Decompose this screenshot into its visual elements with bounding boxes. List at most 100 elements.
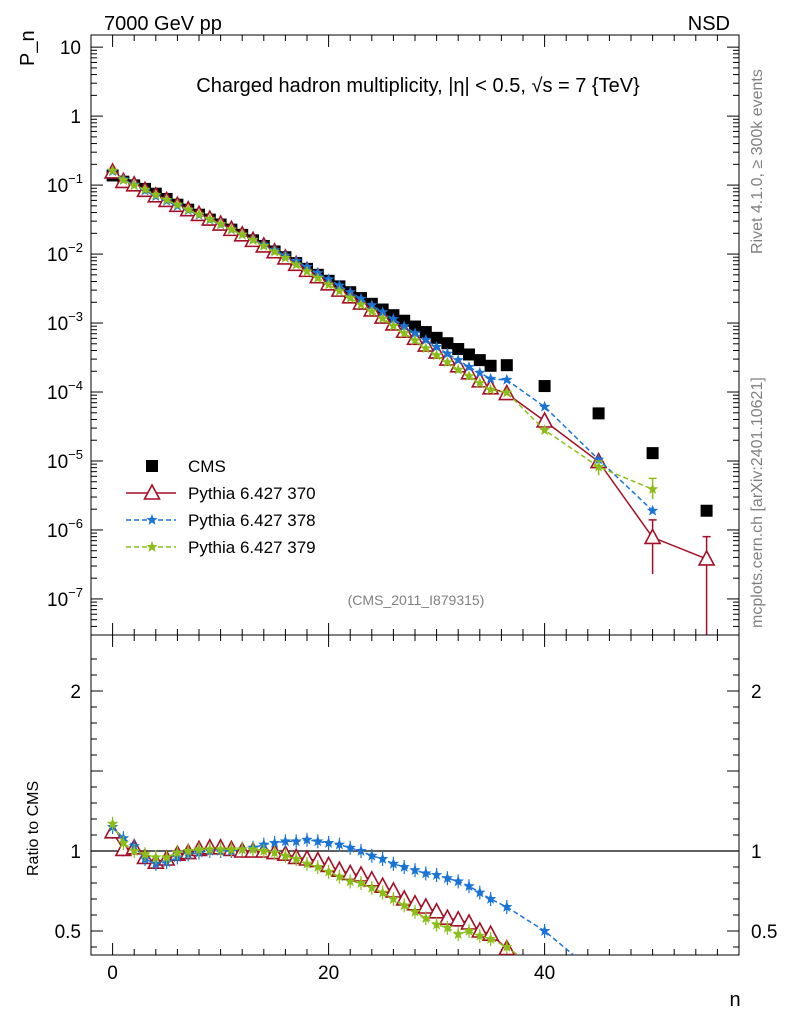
legend-label-pythia-6-427-370: Pythia 6.427 370 [188,484,316,503]
data-point-cms [646,447,659,460]
data-point-pythia-6-427-379 [182,203,194,215]
ratio-point-pythia-6-427-379 [463,925,475,936]
data-point-pythia-6-427-379 [474,377,486,388]
data-point-pythia-6-427-378 [501,373,513,385]
ratio-point-pythia-6-427-379 [452,928,464,940]
y-tick-label-base: 10 [47,452,68,473]
data-point-pythia-6-427-379 [538,424,551,435]
y-axis-label-ratio: Ratio to CMS [25,781,42,876]
legend: CMS Pythia 6.427 370 Pythia 6.427 378 Pythi… [126,457,316,557]
ratio-point-pythia-6-427-379 [290,853,302,864]
ratio-point-pythia-6-427-378 [333,838,346,850]
ratio-tick-label-left: 0.5 [55,922,81,943]
ratio-point-pythia-6-427-378 [501,901,513,912]
data-point-pythia-6-427-379 [301,265,313,277]
data-point-pythia-6-427-379 [441,356,454,368]
y-tick-label-main: 10−6 [47,516,83,542]
ratio-point-pythia-6-427-379 [355,877,367,888]
data-point-pythia-6-427-379 [236,228,248,240]
ratio-point-pythia-6-427-370 [449,910,468,927]
data-point-pythia-6-427-378 [376,306,389,317]
ratio-point-pythia-6-427-378 [355,845,367,856]
ratio-point-pythia-6-427-379 [484,933,497,944]
y-tick-label-exponent: −5 [68,447,83,462]
data-point-pythia-6-427-379 [409,334,421,346]
header-right-label: NSD [688,13,730,35]
data-point-pythia-6-427-378 [420,333,432,345]
ratio-point-pythia-6-427-378 [376,853,389,864]
ratio-point-pythia-6-427-379 [430,918,443,930]
ratio-tick-label-left: 2 [70,682,81,703]
ratio-point-pythia-6-427-379 [279,849,292,861]
data-point-cms [700,504,713,517]
ratio-point-pythia-6-427-379 [398,899,410,911]
ratio-plot-area: 0 20 40 0.5 0.5 1 1 2 2 [55,634,777,989]
ratio-point-pythia-6-427-378 [344,841,356,853]
ratio-point-pythia-6-427-379 [501,941,513,952]
data-point-pythia-6-427-379 [484,383,497,395]
ratio-point-pythia-6-427-378 [268,837,281,848]
data-point-pythia-6-427-379 [225,223,238,235]
data-point-cms [592,407,605,420]
data-point-pythia-6-427-379 [214,218,227,230]
data-point-pythia-6-427-378 [387,313,400,324]
data-point-pythia-6-427-379 [150,188,162,200]
data-point-pythia-6-427-379 [290,258,302,270]
y-tick-label-base: 10 [47,176,68,197]
ratio-point-pythia-6-427-379 [387,893,400,904]
legend-label-pythia-6-427-378: Pythia 6.427 378 [188,511,316,530]
data-point-pythia-6-427-379 [268,245,281,257]
y-tick-label-main: 1 [70,107,81,128]
data-point-pythia-6-427-379 [430,349,443,361]
ratio-point-pythia-6-427-378 [452,875,464,887]
data-point-pythia-6-427-379 [592,460,605,472]
data-point-cms [500,359,513,372]
data-point-cms [473,354,486,367]
data-point-cms [409,320,421,333]
y-axis-label-main: P_n [17,30,39,66]
data-point-cms [441,337,454,350]
ratio-point-pythia-6-427-379 [139,848,151,860]
ratio-point-pythia-6-427-379 [376,886,389,898]
y-tick-label-main: 10−7 [47,585,83,611]
data-point-pythia-6-427-379 [463,370,475,381]
ratio-tick-label-left: 1 [70,842,81,863]
ratio-point-pythia-6-427-378 [593,970,604,981]
data-point-pythia-6-427-379 [420,342,432,354]
data-point-pythia-6-427-379 [312,272,324,283]
ratio-point-pythia-6-427-379 [301,857,313,869]
data-point-pythia-6-427-379 [344,292,356,303]
ratio-point-pythia-6-427-378 [420,867,432,879]
data-point-pythia-6-427-379 [333,285,346,296]
data-point-pythia-6-427-379 [193,208,205,220]
data-point-cms [463,348,475,361]
data-point-pythia-6-427-378 [474,366,486,378]
data-point-pythia-6-427-379 [355,298,367,310]
data-point-pythia-6-427-379 [646,483,659,494]
x-axis-label: n [729,989,740,1011]
plot-title: Charged hadron multiplicity, |η| < 0.5, … [196,75,640,97]
ratio-point-pythia-6-427-379 [647,957,658,968]
legend-marker-cms [146,460,158,472]
y-tick-label-base: 10 [47,314,68,335]
ratio-point-pythia-6-427-379 [593,978,604,989]
ratio-point-pythia-6-427-379 [236,843,248,855]
y-tick-label-main: 10−5 [47,447,83,473]
data-point-pythia-6-427-379 [139,183,151,195]
ratio-point-pythia-6-427-378 [279,835,292,847]
legend-label-pythia-6-427-379: Pythia 6.427 379 [188,538,316,557]
data-point-pythia-6-427-379 [117,174,130,185]
ratio-point-pythia-6-427-379 [312,861,324,872]
data-point-pythia-6-427-379 [258,240,270,251]
data-point-pythia-6-427-379 [106,164,119,176]
ratio-point-pythia-6-427-378 [398,861,410,872]
data-point-pythia-6-427-379 [501,386,513,398]
y-tick-label-main: 10−4 [47,378,83,404]
y-tick-label-exponent: −3 [68,309,83,324]
data-point-pythia-6-427-379 [366,305,378,317]
data-point-cms [484,359,497,372]
ratio-point-pythia-6-427-379 [474,929,486,941]
data-point-pythia-6-427-379 [204,213,216,225]
